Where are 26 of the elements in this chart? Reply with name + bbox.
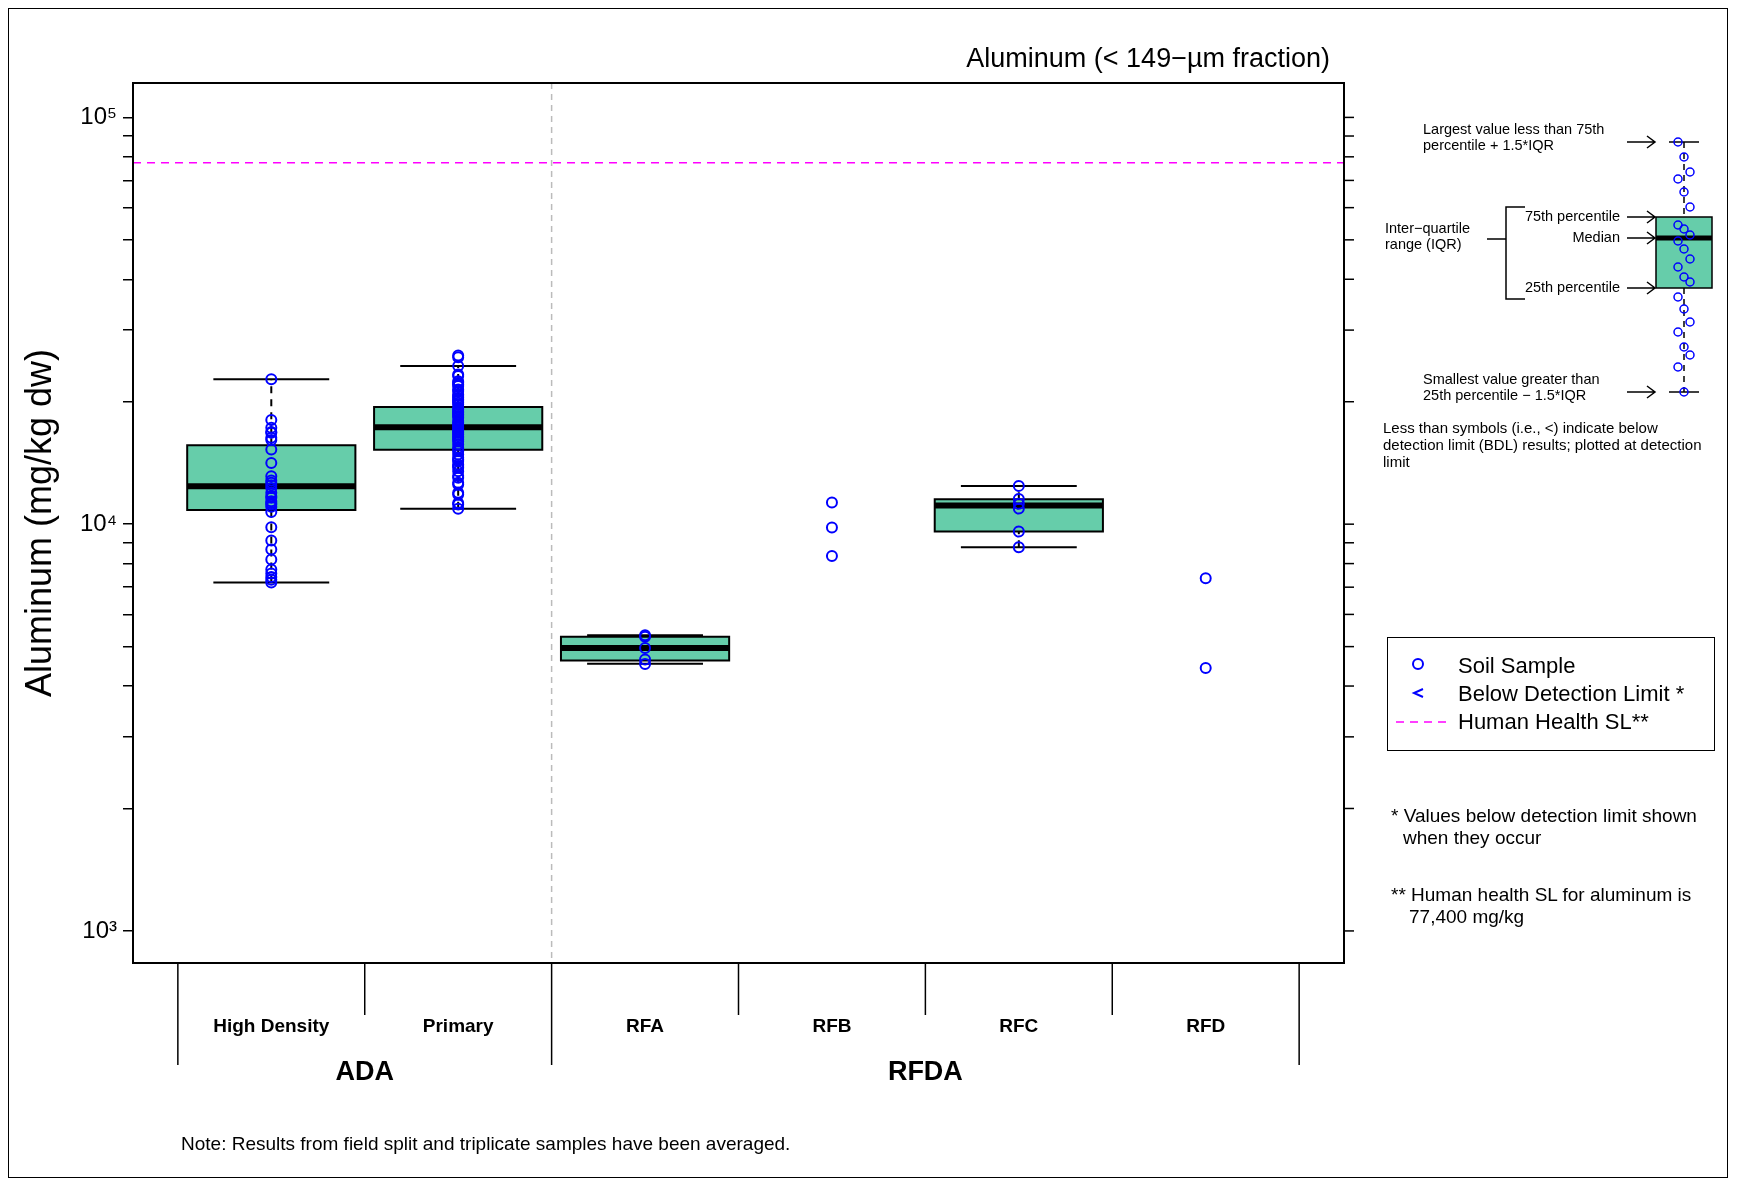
legend-label: Soil Sample bbox=[1458, 653, 1576, 679]
text: * Values below detection limit shown when they occur bbox=[1391, 805, 1698, 849]
text: 25th percentile bbox=[1524, 279, 1620, 295]
y-tick-label: 10⁵ bbox=[80, 102, 117, 130]
x-tick-label: RFA bbox=[626, 1014, 665, 1036]
legend-label: Human Health SL** bbox=[1458, 709, 1649, 735]
text: Median bbox=[1572, 229, 1620, 245]
y-axis-title: Aluminum (mg/kg dw) bbox=[17, 348, 59, 698]
text: ** Human health SL for aluminum is 77,400 mg/kg bbox=[1391, 884, 1693, 928]
legend-label: Below Detection Limit * bbox=[1458, 681, 1685, 707]
x-tick-label: RFB bbox=[812, 1014, 852, 1036]
y-tick-label: 10⁴ bbox=[79, 508, 117, 536]
text: Note: Results from field split and triplicate samples have been averaged. bbox=[181, 1133, 791, 1155]
text: Smallest value greater than 25th percentile − 1.5*IQR bbox=[1423, 371, 1600, 403]
text: Inter−quartile range (IQR) bbox=[1385, 220, 1471, 252]
text: ADA bbox=[335, 1056, 394, 1087]
x-tick-label: RFC bbox=[999, 1014, 1039, 1036]
y-tick-label: 10³ bbox=[82, 915, 118, 943]
text: Largest value less than 75th percentile + 1.5*IQR bbox=[1423, 121, 1605, 153]
text: Less than symbols (i.e., <) indicate below detection limit (BDL) results; plotted at detection limit bbox=[1383, 419, 1703, 470]
chart-title: Aluminum (< 149−µm fraction) bbox=[966, 43, 1330, 74]
x-tick-label: High Density bbox=[213, 1014, 330, 1036]
text: 75th percentile bbox=[1524, 208, 1620, 224]
x-tick-label: RFD bbox=[1186, 1014, 1226, 1036]
text: RFDA bbox=[887, 1056, 963, 1087]
x-tick-label: Primary bbox=[422, 1014, 494, 1036]
